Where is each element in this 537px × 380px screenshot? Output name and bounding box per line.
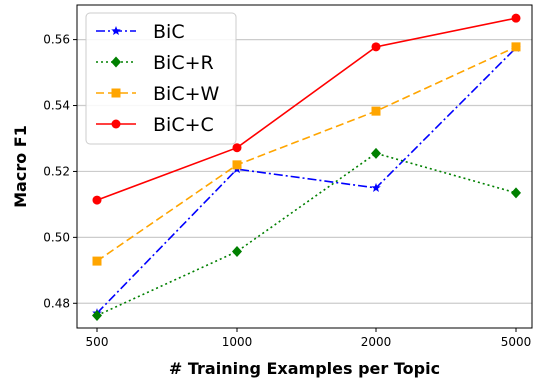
legend: BiC BiC+R BiC+W BiC+C [85, 12, 237, 145]
data-point [232, 246, 242, 258]
legend-marker [111, 119, 121, 129]
legend-label: BiC+C [153, 114, 214, 136]
series-lines [92, 13, 521, 321]
y-tick-label: 0.52 [43, 164, 70, 178]
data-point [511, 13, 521, 23]
data-point [92, 195, 102, 205]
data-point [232, 143, 242, 153]
legend-item: BiC [96, 21, 185, 43]
legend-marker [111, 88, 121, 98]
series-bic-plus-w [92, 42, 521, 266]
series-line [96, 17, 517, 201]
legend-item: BiC+R [96, 52, 214, 74]
x-axis-label: # Training Examples per Topic [169, 359, 440, 378]
legend-marker [111, 56, 121, 68]
x-tick-label: 2000 [361, 335, 392, 349]
data-point [92, 309, 102, 321]
series-bic-plus-r [92, 147, 521, 321]
y-tick-label: 0.50 [43, 230, 70, 244]
series-line [96, 46, 517, 262]
legend-box [85, 12, 237, 145]
plot-frame [76, 4, 533, 329]
data-point [371, 106, 381, 116]
data-point [371, 182, 381, 192]
data-point [511, 187, 521, 199]
x-tick-label: 500 [86, 335, 109, 349]
legend-marker [111, 26, 121, 36]
data-point [232, 160, 242, 170]
data-point [371, 42, 381, 52]
legend-item: BiC+C [96, 114, 214, 136]
y-tick-label: 0.56 [43, 33, 70, 47]
y-tick-label: 0.54 [43, 99, 70, 113]
x-tick-label: 1000 [222, 335, 253, 349]
series-bic-plus-c [92, 13, 521, 205]
data-point [511, 42, 521, 52]
legend-label: BiC [153, 21, 185, 43]
legend-label: BiC+R [153, 52, 214, 74]
series-line [96, 152, 517, 317]
y-tick-label: 0.48 [43, 296, 70, 310]
y-axis-label: Macro F1 [11, 125, 30, 208]
data-point [92, 256, 102, 266]
legend-item: BiC+W [96, 83, 220, 105]
x-tick-label: 5000 [501, 335, 532, 349]
axis-ticks: 0.48 0.50 0.52 0.54 0.56 500 1000 2000 5000 [43, 33, 531, 349]
legend-label: BiC+W [153, 83, 220, 105]
data-point [371, 147, 381, 159]
